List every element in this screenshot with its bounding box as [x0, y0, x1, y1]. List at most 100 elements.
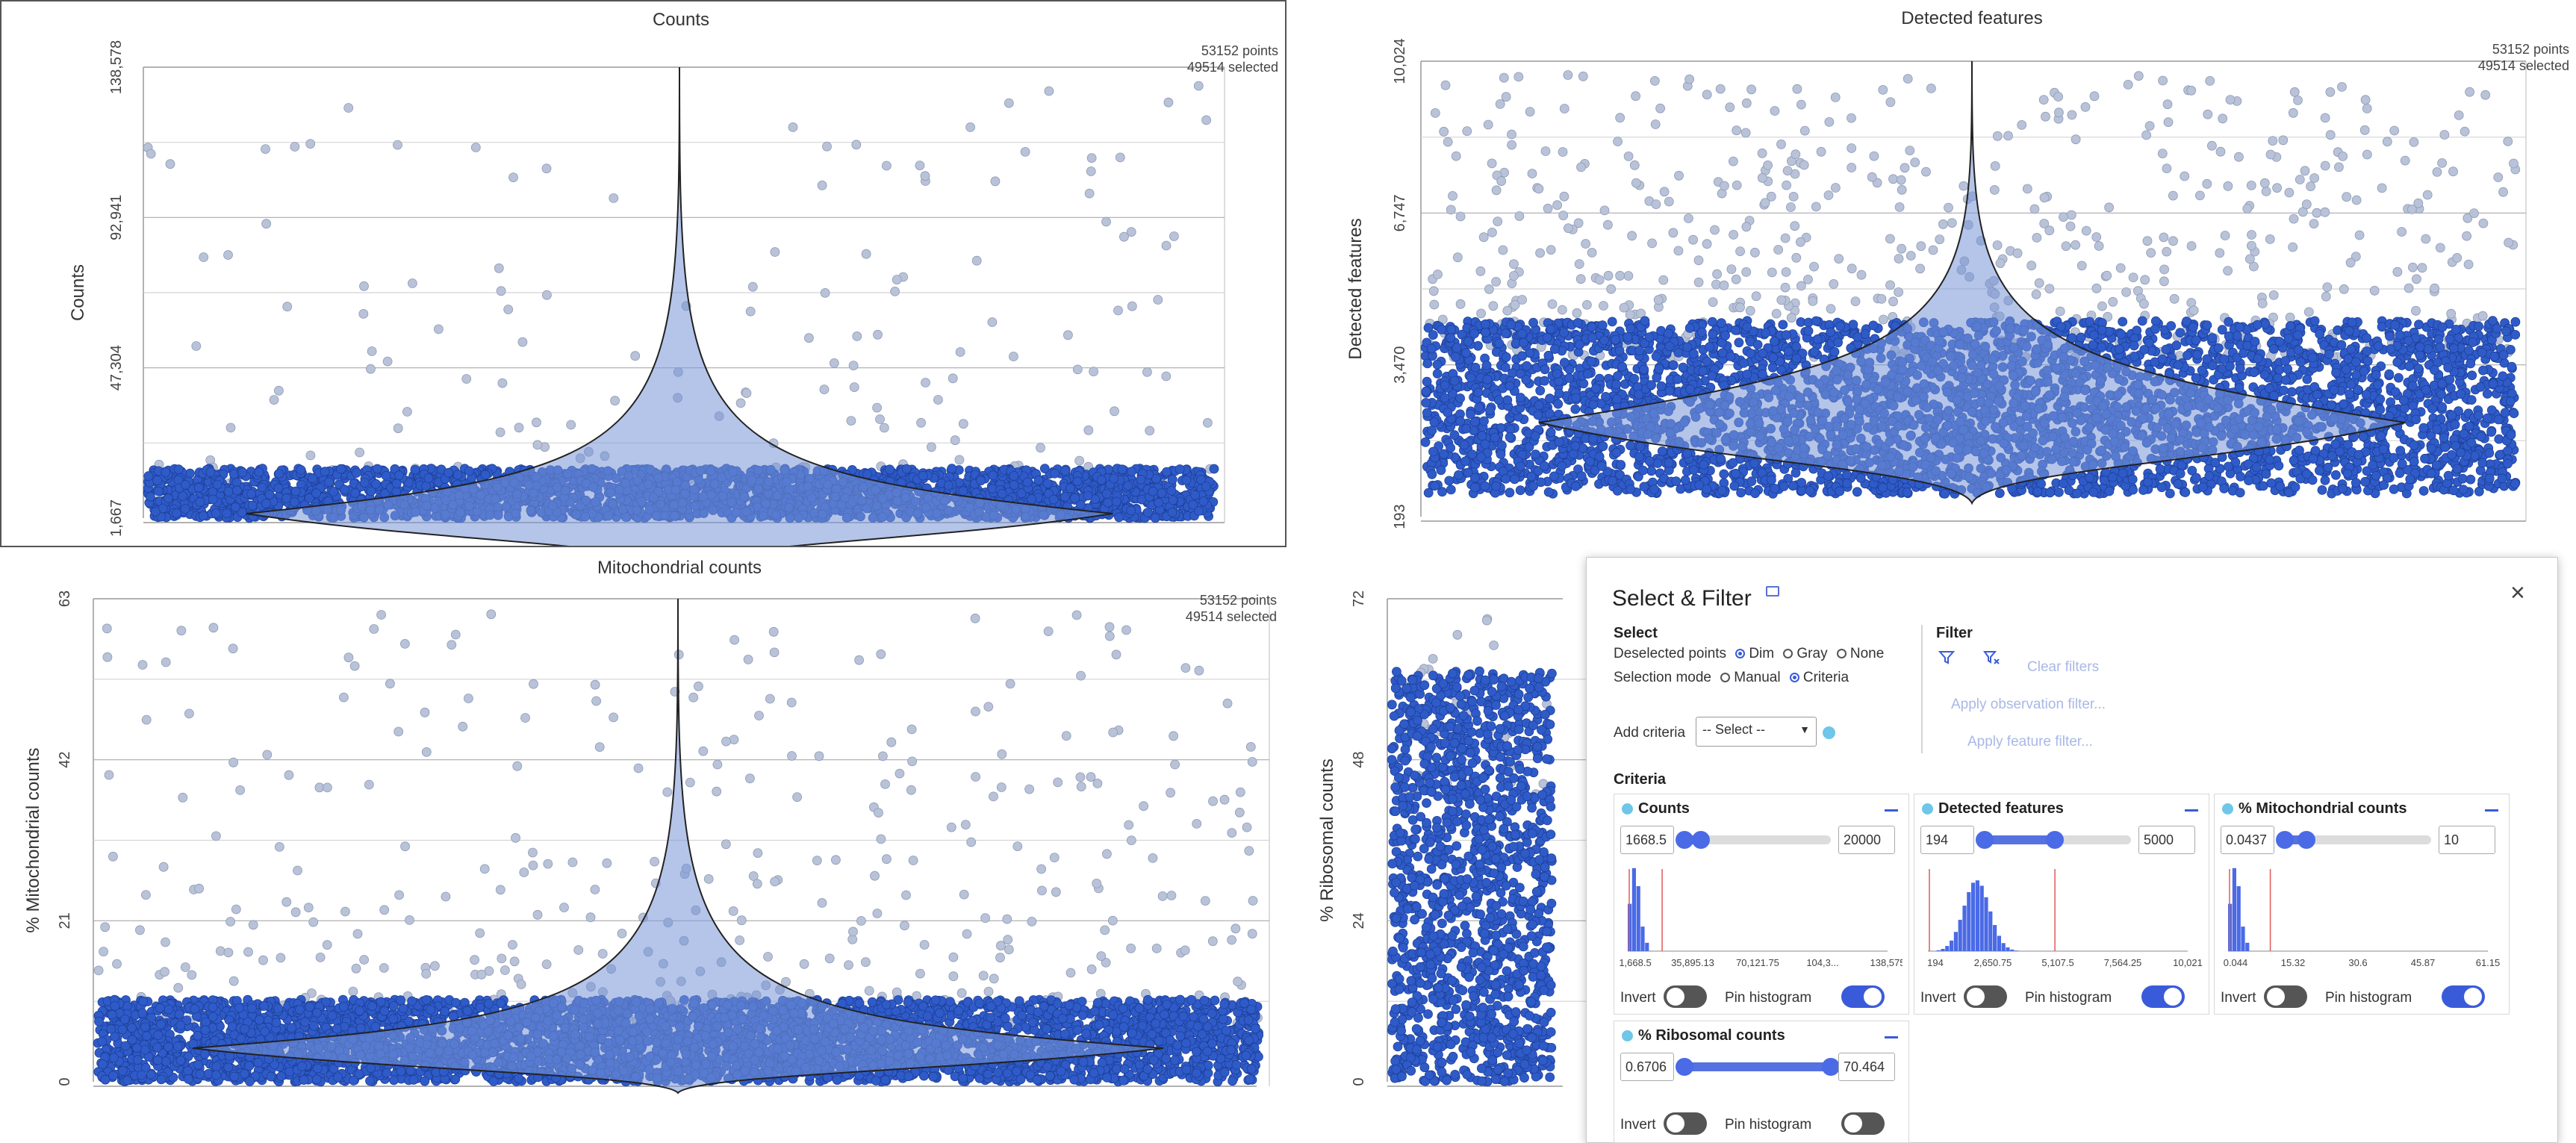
data-point-selected [1016, 488, 1027, 499]
data-point-deselected [2354, 230, 2365, 240]
data-point-deselected [2265, 234, 2275, 244]
data-point-deselected [1483, 119, 1493, 130]
data-point-deselected [2097, 301, 2107, 311]
data-point-deselected [2089, 91, 2100, 102]
data-point-deselected [1824, 116, 1835, 127]
data-point-deselected [2345, 258, 2356, 268]
data-point-deselected [2071, 240, 2080, 250]
data-point-deselected [2503, 136, 2513, 146]
y-axis-label: Counts [68, 264, 88, 321]
data-point-selected [257, 482, 267, 493]
data-point-deselected [1790, 221, 1800, 231]
data-point-selected [324, 477, 335, 488]
data-point-deselected [2158, 75, 2168, 86]
data-point-deselected [2053, 92, 2063, 102]
data-point-selected [2183, 350, 2192, 361]
data-point-selected [1432, 369, 1443, 379]
data-point-deselected [2322, 282, 2333, 293]
data-point-deselected [1750, 247, 1760, 258]
data-point-deselected [819, 384, 830, 394]
data-point-deselected [1448, 190, 1457, 201]
data-point-selected [296, 465, 306, 475]
data-point-deselected [408, 278, 417, 288]
data-point-deselected [2306, 181, 2315, 192]
data-point-deselected [503, 305, 514, 314]
data-point-deselected [2284, 187, 2295, 198]
data-point-deselected [1673, 246, 1684, 256]
data-point-deselected [1792, 84, 1802, 94]
data-point-deselected [2338, 151, 2348, 161]
data-point-deselected [261, 219, 272, 229]
data-point-deselected [1020, 146, 1030, 157]
data-point-deselected [365, 364, 376, 374]
data-point-deselected [873, 329, 883, 340]
data-point-deselected [566, 420, 576, 430]
plot-panel-detected-features[interactable]: Detected features Detected features 193 3,4… [1294, 0, 2576, 547]
data-point-selected [1009, 471, 1019, 481]
data-point-deselected [2295, 175, 2305, 184]
data-point-selected [1060, 466, 1070, 476]
data-point-deselected [1161, 371, 1172, 381]
data-point-deselected [1668, 228, 1679, 238]
data-point-selected [1096, 475, 1107, 485]
y-tick-label: 138,578 [108, 40, 125, 94]
data-point-deselected [2141, 130, 2151, 140]
data-point-deselected [2439, 130, 2450, 140]
data-point-deselected [2412, 274, 2421, 284]
data-point-deselected [1926, 84, 1936, 93]
data-point-deselected [851, 140, 862, 150]
data-point-selected [1162, 467, 1172, 477]
data-point-selected [172, 508, 181, 518]
data-point-deselected [1086, 166, 1096, 176]
data-point-deselected [927, 442, 936, 452]
data-point-deselected [1791, 149, 1801, 160]
data-point-deselected [1830, 92, 1841, 102]
data-point-deselected [1767, 267, 1777, 278]
data-point-deselected [1488, 301, 1499, 311]
data-point-deselected [741, 388, 752, 398]
data-point-selected [237, 467, 248, 478]
data-point-deselected [2480, 90, 2491, 100]
data-point-deselected [1499, 72, 1509, 83]
data-point-deselected [1487, 158, 1497, 169]
data-point-deselected [2186, 241, 2197, 251]
data-point-deselected [2022, 184, 2032, 194]
data-point-selected [1166, 486, 1177, 496]
data-point-deselected [2477, 311, 2488, 321]
data-point-deselected [1735, 246, 1745, 257]
y-tick-label: 47,304 [108, 345, 125, 390]
data-point-deselected [191, 341, 202, 351]
data-point-deselected [1475, 266, 1486, 276]
data-point-deselected [2411, 305, 2421, 316]
data-point-selected [1428, 330, 1438, 340]
data-point-deselected [2159, 232, 2169, 243]
data-point-deselected [2102, 270, 2112, 281]
data-point-deselected [1935, 234, 1945, 245]
data-point-deselected [1089, 367, 1098, 377]
data-point-deselected [2071, 134, 2081, 145]
data-point-deselected [1780, 233, 1791, 243]
data-point-deselected [1816, 146, 1826, 157]
data-point-deselected [2452, 252, 2463, 263]
data-point-selected [247, 500, 258, 511]
data-point-deselected [1938, 219, 1948, 229]
data-point-deselected [382, 356, 393, 367]
data-point-deselected [2094, 241, 2104, 251]
data-point-deselected [630, 351, 641, 361]
data-point-deselected [2309, 219, 2319, 229]
data-point-deselected [1439, 126, 1449, 137]
data-point-selected [143, 471, 154, 482]
data-point-deselected [1631, 91, 1641, 102]
data-point-deselected [2202, 178, 2212, 189]
data-point-deselected [2309, 173, 2319, 183]
data-point-selected [1083, 490, 1093, 501]
data-point-deselected [1655, 103, 1666, 113]
data-point-deselected [1625, 310, 1635, 320]
plot-panel-counts[interactable]: Counts Counts 1,667 47,304 92,941 138,578 5315… [0, 0, 1287, 547]
data-point-deselected [1710, 225, 1720, 235]
data-point-deselected [2218, 113, 2228, 124]
data-point-selected [264, 490, 275, 500]
data-point-deselected [1084, 188, 1095, 199]
